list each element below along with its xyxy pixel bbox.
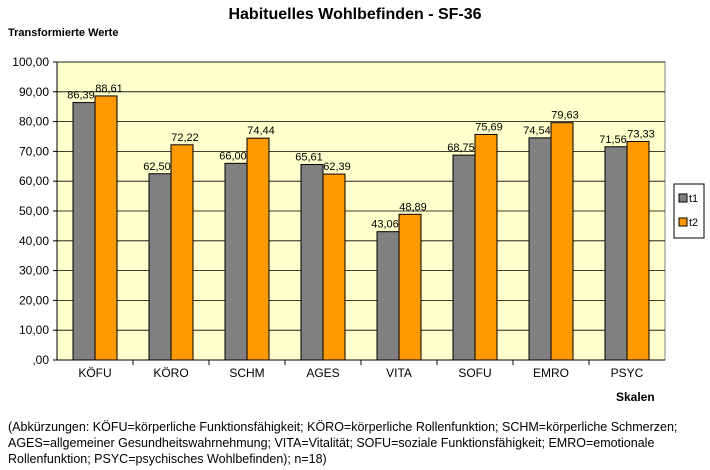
y-tick-label: 50,00 <box>19 204 49 218</box>
data-label: 73,33 <box>627 128 655 140</box>
x-tick-label: KÖRO <box>153 366 188 380</box>
data-label: 75,69 <box>475 121 503 133</box>
data-label: 79,63 <box>551 110 579 122</box>
bar-t2-schm <box>246 137 270 361</box>
data-label: 72,22 <box>171 132 199 144</box>
x-tick-label: PSYC <box>611 366 644 380</box>
data-label: 74,54 <box>523 125 551 137</box>
data-label: 62,50 <box>143 161 171 173</box>
bar-t1-sofu <box>452 154 476 361</box>
y-tick-label: 90,00 <box>19 85 49 99</box>
data-label: 74,44 <box>247 125 275 137</box>
data-label: 65,61 <box>295 151 323 163</box>
data-label: 71,56 <box>599 134 627 146</box>
legend-label-t1: t1 <box>689 193 698 205</box>
x-tick-label: VITA <box>386 366 412 380</box>
legend: t1 t2 <box>673 183 705 239</box>
data-label: 43,06 <box>371 219 399 231</box>
bar-t1-emro <box>528 137 552 361</box>
bar-t2-vita <box>398 213 422 361</box>
data-label: 62,39 <box>323 161 351 173</box>
bars <box>72 95 650 361</box>
legend-box <box>673 183 705 239</box>
data-label: 66,00 <box>219 150 247 162</box>
y-tick-label: 100,00 <box>12 55 49 69</box>
bar-t1-ages <box>300 163 324 361</box>
y-tick-label: 80,00 <box>19 115 49 129</box>
x-axis-label: Skalen <box>616 390 655 404</box>
data-label: 48,89 <box>399 201 427 213</box>
footnote: (Abkürzungen: KÖFU=körperliche Funktions… <box>8 420 678 466</box>
x-tick-label: SCHM <box>229 366 264 380</box>
legend-swatch-t2 <box>678 217 688 227</box>
bar-t2-ages <box>322 173 346 361</box>
bar-t2-emro <box>550 122 574 361</box>
bar-t1-köro <box>148 173 172 361</box>
chart-title: Habituelles Wohlbefinden - SF-36 <box>228 6 482 23</box>
data-label: 86,39 <box>67 90 95 102</box>
y-tick-label: 60,00 <box>19 174 49 188</box>
y-axis-label: Transformierte Werte <box>8 27 119 39</box>
y-tick-label: 20,00 <box>19 293 49 307</box>
x-tick-label: SOFU <box>458 366 491 380</box>
bar-t1-schm <box>224 162 248 361</box>
bar-t1-psyc <box>604 146 628 361</box>
y-tick-label: 40,00 <box>19 234 49 248</box>
legend-label-t2: t2 <box>689 217 698 229</box>
bar-t2-psyc <box>626 140 650 361</box>
y-tick-label: 30,00 <box>19 264 49 278</box>
axes: ,00 10,00 20,00 30,00 40,00 50,00 60,00 70,00 80… <box>12 55 665 380</box>
bar-t2-köfu <box>94 95 118 361</box>
x-tick-label: AGES <box>306 366 339 380</box>
y-tick-label: 70,00 <box>19 144 49 158</box>
bar-t2-köro <box>170 144 194 361</box>
x-tick-label: EMRO <box>533 366 569 380</box>
data-label: 88,61 <box>95 83 123 95</box>
y-tick-label: 10,00 <box>19 323 49 337</box>
x-tick-label: KÖFU <box>78 366 111 380</box>
legend-swatch-t1 <box>678 193 688 203</box>
bar-t1-vita <box>376 231 400 361</box>
data-label: 68,75 <box>447 142 475 154</box>
bar-t2-sofu <box>474 133 498 361</box>
y-tick-label: ,00 <box>32 353 49 367</box>
bar-t1-köfu <box>72 102 96 361</box>
